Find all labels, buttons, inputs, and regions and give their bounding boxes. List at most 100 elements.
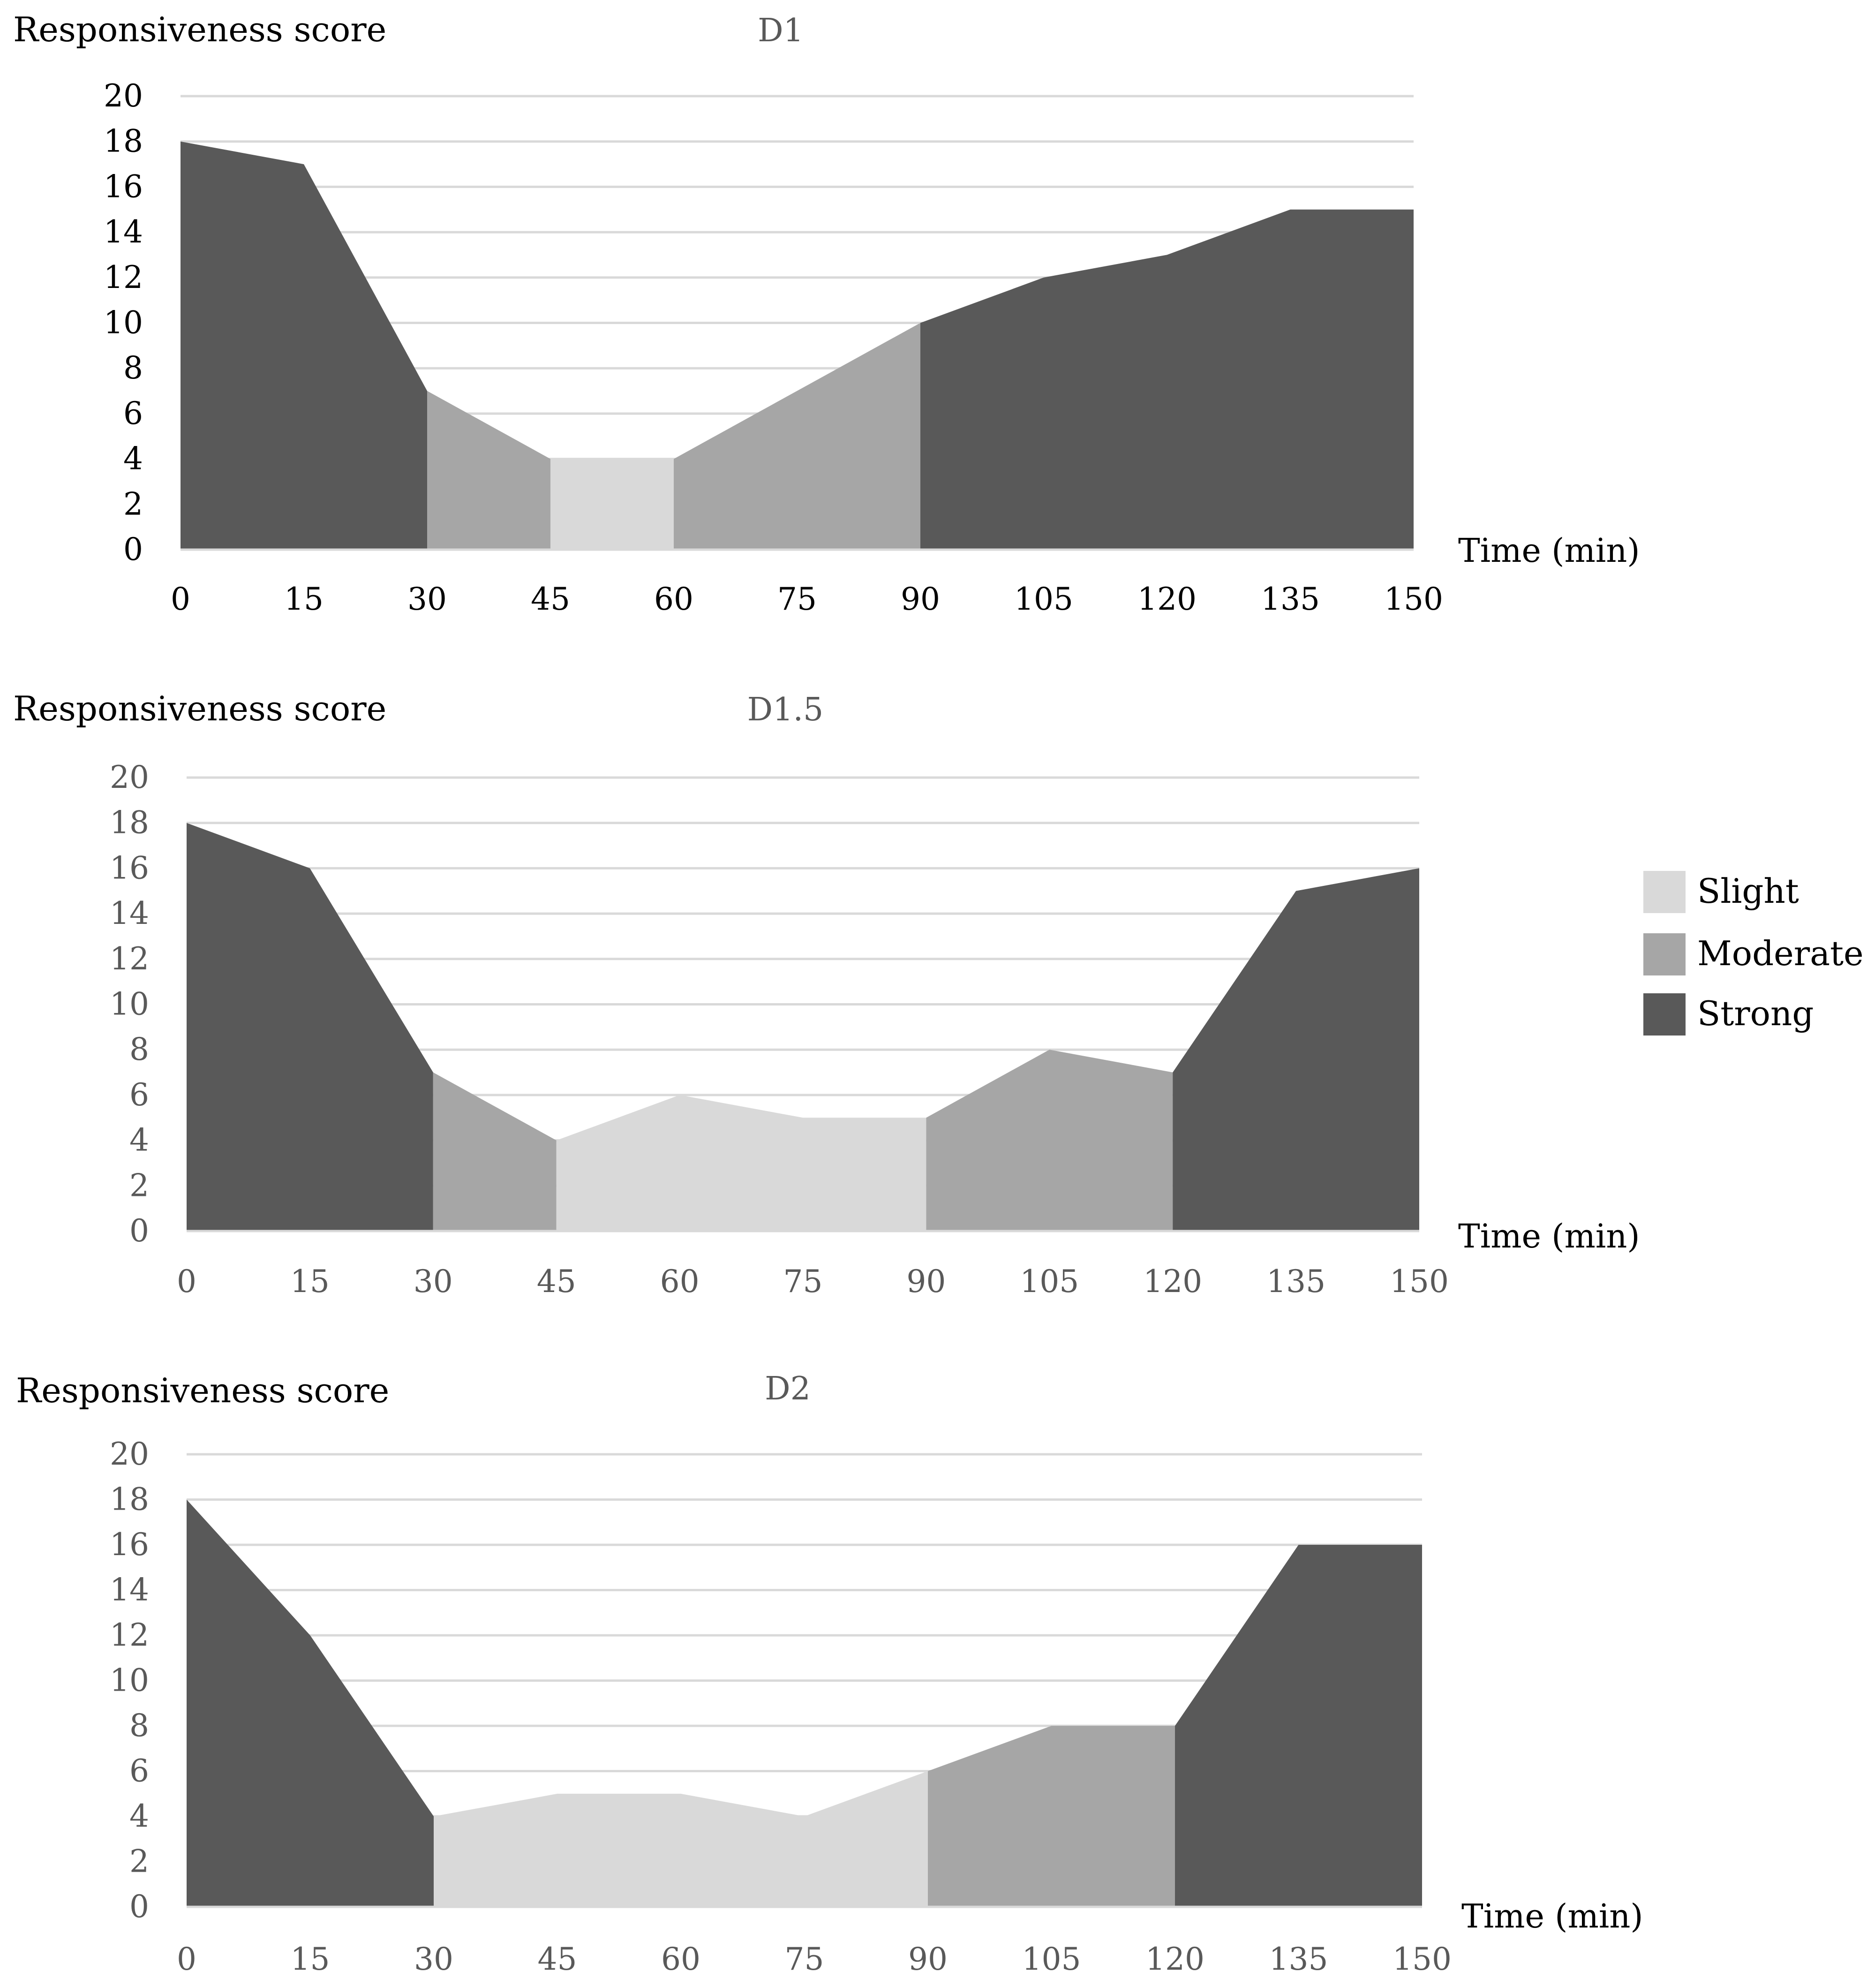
y-tick-label: 12 xyxy=(110,941,149,977)
chart-panel-d2: 0 2 4 6 8 10 12 14 16 18 20 0 15 30 45 60 75 90 105 120 135 1… xyxy=(16,1370,1643,1977)
x-tick-label: 15 xyxy=(290,1263,330,1300)
x-tick-label: 75 xyxy=(785,1941,824,1977)
area-segment-strong xyxy=(1175,1545,1422,1907)
y-tick-label: 0 xyxy=(129,1213,149,1249)
legend-label: Moderate xyxy=(1697,934,1864,973)
y-tick-label: 2 xyxy=(123,486,143,522)
x-tick-label: 0 xyxy=(177,1941,196,1977)
legend-swatch xyxy=(1643,993,1686,1036)
x-tick-label: 135 xyxy=(1266,1263,1325,1300)
x-tick-label: 90 xyxy=(908,1941,948,1977)
y-tick-label: 16 xyxy=(104,168,143,204)
x-axis-title: Time (min) xyxy=(1458,1217,1640,1255)
chart-title: D1.5 xyxy=(747,691,824,728)
x-axis-title: Time (min) xyxy=(1461,1897,1643,1935)
legend-swatch xyxy=(1643,871,1686,913)
y-tick-label: 8 xyxy=(129,1031,149,1067)
y-tick-label: 6 xyxy=(129,1753,149,1789)
area-segment-strong xyxy=(181,141,427,550)
x-tick-label: 45 xyxy=(538,1941,577,1977)
y-tick-label: 4 xyxy=(123,441,143,477)
y-tick-label: 10 xyxy=(110,986,149,1022)
legend-item-slight: Slight xyxy=(1643,871,1799,913)
area-segment-strong xyxy=(1173,868,1419,1231)
legend: Slight Moderate Strong xyxy=(1643,871,1864,1036)
x-tick-label: 0 xyxy=(171,581,190,617)
x-tick-label: 60 xyxy=(660,1263,700,1300)
y-tick-label: 20 xyxy=(110,1436,149,1472)
area-segment-slight xyxy=(434,1771,928,1907)
x-tick-label: 90 xyxy=(906,1263,946,1300)
y-tick-label: 2 xyxy=(129,1844,149,1880)
y-tick-label: 0 xyxy=(123,531,143,567)
y-tick-label: 10 xyxy=(104,305,143,341)
x-tick-label: 75 xyxy=(777,581,817,617)
legend-item-strong: Strong xyxy=(1643,993,1814,1036)
x-tick-label: 105 xyxy=(1020,1263,1079,1300)
y-tick-label: 8 xyxy=(129,1708,149,1744)
area-segment-moderate xyxy=(674,323,920,550)
y-tick-label: 12 xyxy=(104,259,143,295)
area-segment-strong xyxy=(187,823,433,1231)
y-axis-title: Responsiveness score xyxy=(16,1371,389,1410)
y-tick-label: 10 xyxy=(110,1663,149,1699)
x-tick-label: 150 xyxy=(1393,1941,1452,1977)
x-tick-label: 60 xyxy=(661,1941,700,1977)
y-axis-title: Responsiveness score xyxy=(13,689,386,728)
x-tick-label: 105 xyxy=(1014,581,1073,617)
x-tick-label: 150 xyxy=(1384,581,1443,617)
area-segment-strong xyxy=(920,209,1414,550)
x-tick-label: 105 xyxy=(1022,1941,1081,1977)
y-tick-label: 14 xyxy=(104,214,143,250)
area-segment-strong xyxy=(187,1499,434,1907)
x-tick-label: 135 xyxy=(1261,581,1320,617)
x-tick-label: 150 xyxy=(1390,1263,1449,1300)
y-tick-label: 20 xyxy=(104,78,143,114)
legend-label: Slight xyxy=(1697,871,1799,911)
y-tick-label: 16 xyxy=(110,850,149,886)
area-segment-slight xyxy=(550,459,674,550)
x-tick-label: 30 xyxy=(414,1263,453,1300)
y-tick-label: 18 xyxy=(110,805,149,841)
x-tick-label: 120 xyxy=(1145,1941,1205,1977)
y-tick-label: 2 xyxy=(129,1167,149,1203)
x-tick-label: 120 xyxy=(1143,1263,1202,1300)
y-tick-label: 8 xyxy=(123,350,143,386)
x-tick-label: 15 xyxy=(291,1941,330,1977)
y-tick-label: 18 xyxy=(110,1482,149,1518)
area-segment-moderate xyxy=(928,1726,1175,1907)
chart-panel-d1: 0 2 4 6 8 10 12 14 16 18 20 0 15 30 45 60 75 90 105 120 135 1… xyxy=(13,10,1640,617)
y-tick-label: 16 xyxy=(110,1527,149,1563)
x-tick-label: 90 xyxy=(901,581,940,617)
legend-item-moderate: Moderate xyxy=(1643,933,1864,975)
x-axis-title: Time (min) xyxy=(1458,531,1640,570)
chart-panel-d1-5: 0 2 4 6 8 10 12 14 16 18 20 0 15 30 45 60 75 90 105 120 135 1… xyxy=(13,689,1640,1300)
x-tick-label: 60 xyxy=(654,581,693,617)
y-tick-label: 4 xyxy=(129,1798,149,1834)
x-tick-label: 120 xyxy=(1137,581,1197,617)
x-tick-label: 30 xyxy=(407,581,447,617)
x-tick-label: 45 xyxy=(531,581,570,617)
area-segment-slight xyxy=(556,1095,926,1231)
area-segment-moderate xyxy=(926,1050,1173,1231)
y-tick-label: 6 xyxy=(129,1077,149,1113)
legend-label: Strong xyxy=(1697,994,1814,1033)
area-segment-moderate xyxy=(427,391,550,550)
y-tick-label: 4 xyxy=(129,1122,149,1158)
y-tick-label: 6 xyxy=(123,395,143,431)
y-tick-label: 20 xyxy=(110,759,149,795)
x-tick-label: 0 xyxy=(177,1263,196,1300)
y-tick-label: 14 xyxy=(110,895,149,931)
x-tick-label: 15 xyxy=(284,581,324,617)
x-tick-label: 75 xyxy=(783,1263,823,1300)
y-tick-label: 14 xyxy=(110,1572,149,1608)
x-tick-label: 30 xyxy=(414,1941,453,1977)
y-tick-label: 18 xyxy=(104,123,143,159)
x-tick-label: 45 xyxy=(537,1263,576,1300)
y-tick-label: 0 xyxy=(129,1889,149,1925)
y-axis-title: Responsiveness score xyxy=(13,10,386,49)
y-tick-label: 12 xyxy=(110,1617,149,1653)
legend-swatch xyxy=(1643,933,1686,975)
area-segment-moderate xyxy=(433,1072,557,1231)
